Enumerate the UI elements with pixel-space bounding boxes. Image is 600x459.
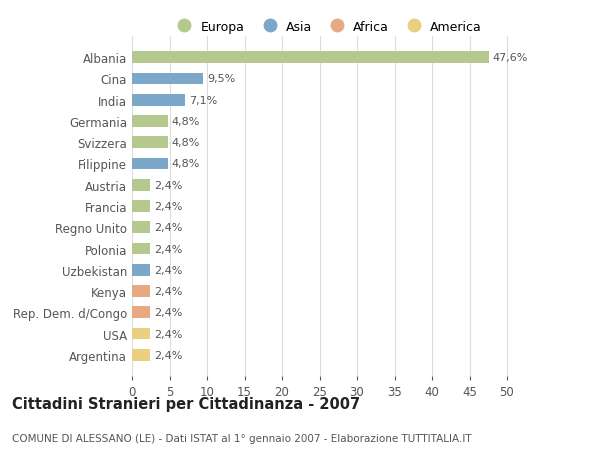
Bar <box>132 179 150 191</box>
Bar <box>132 222 150 234</box>
Bar <box>132 137 168 149</box>
Text: 2,4%: 2,4% <box>154 180 182 190</box>
Text: 2,4%: 2,4% <box>154 202 182 212</box>
Text: 2,4%: 2,4% <box>154 265 182 275</box>
Text: 2,4%: 2,4% <box>154 308 182 318</box>
Text: 7,1%: 7,1% <box>189 95 217 106</box>
Bar <box>132 264 150 276</box>
Text: 9,5%: 9,5% <box>207 74 235 84</box>
Bar <box>132 349 150 361</box>
Text: 2,4%: 2,4% <box>154 286 182 297</box>
Bar <box>132 201 150 213</box>
Bar <box>132 243 150 255</box>
Text: Cittadini Stranieri per Cittadinanza - 2007: Cittadini Stranieri per Cittadinanza - 2… <box>12 397 360 412</box>
Text: COMUNE DI ALESSANO (LE) - Dati ISTAT al 1° gennaio 2007 - Elaborazione TUTTITALI: COMUNE DI ALESSANO (LE) - Dati ISTAT al … <box>12 433 472 442</box>
Bar <box>132 307 150 319</box>
Text: 2,4%: 2,4% <box>154 223 182 233</box>
Text: 2,4%: 2,4% <box>154 350 182 360</box>
Bar <box>132 158 168 170</box>
Bar <box>132 95 185 106</box>
Legend: Europa, Asia, Africa, America: Europa, Asia, Africa, America <box>167 16 487 39</box>
Text: 47,6%: 47,6% <box>493 53 528 63</box>
Text: 2,4%: 2,4% <box>154 329 182 339</box>
Text: 4,8%: 4,8% <box>172 117 200 127</box>
Bar <box>132 328 150 340</box>
Text: 4,8%: 4,8% <box>172 159 200 169</box>
Bar <box>132 52 489 64</box>
Bar <box>132 116 168 128</box>
Text: 4,8%: 4,8% <box>172 138 200 148</box>
Bar <box>132 73 203 85</box>
Text: 2,4%: 2,4% <box>154 244 182 254</box>
Bar <box>132 285 150 297</box>
